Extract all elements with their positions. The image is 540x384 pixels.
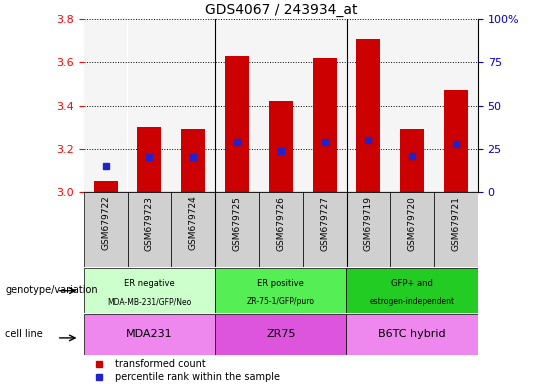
Bar <box>215 19 259 192</box>
Text: transformed count: transformed count <box>115 359 206 369</box>
FancyBboxPatch shape <box>215 192 259 267</box>
FancyBboxPatch shape <box>259 192 303 267</box>
Bar <box>356 39 381 192</box>
Text: GSM679725: GSM679725 <box>233 196 241 251</box>
Text: percentile rank within the sample: percentile rank within the sample <box>115 372 280 382</box>
Bar <box>347 19 390 192</box>
Text: MDA-MB-231/GFP/Neo: MDA-MB-231/GFP/Neo <box>107 297 192 306</box>
Text: ER negative: ER negative <box>124 279 175 288</box>
FancyBboxPatch shape <box>171 192 215 267</box>
FancyBboxPatch shape <box>347 314 478 355</box>
FancyBboxPatch shape <box>215 268 347 313</box>
Text: ER positive: ER positive <box>258 279 304 288</box>
Bar <box>303 19 347 192</box>
Text: GSM679722: GSM679722 <box>101 196 110 250</box>
Bar <box>259 19 303 192</box>
Text: GSM679727: GSM679727 <box>320 196 329 251</box>
FancyBboxPatch shape <box>434 192 478 267</box>
Text: MDA231: MDA231 <box>126 329 173 339</box>
Text: GSM679719: GSM679719 <box>364 196 373 251</box>
Text: GSM679721: GSM679721 <box>451 196 461 251</box>
Text: GSM679726: GSM679726 <box>276 196 285 251</box>
Text: cell line: cell line <box>5 329 43 339</box>
Bar <box>313 58 336 192</box>
FancyBboxPatch shape <box>390 192 434 267</box>
FancyBboxPatch shape <box>215 314 347 355</box>
Bar <box>390 19 434 192</box>
Text: GSM679723: GSM679723 <box>145 196 154 251</box>
Bar <box>444 91 468 192</box>
Text: B6TC hybrid: B6TC hybrid <box>379 329 446 339</box>
Bar <box>137 127 161 192</box>
FancyBboxPatch shape <box>347 268 478 313</box>
Title: GDS4067 / 243934_at: GDS4067 / 243934_at <box>205 3 357 17</box>
Bar <box>225 56 249 192</box>
Bar <box>93 181 118 192</box>
Text: genotype/variation: genotype/variation <box>5 285 98 295</box>
Text: GSM679720: GSM679720 <box>408 196 417 251</box>
FancyBboxPatch shape <box>347 192 390 267</box>
FancyBboxPatch shape <box>84 192 127 267</box>
Bar <box>181 129 205 192</box>
FancyBboxPatch shape <box>84 314 215 355</box>
Bar <box>84 19 127 192</box>
Text: GFP+ and: GFP+ and <box>392 279 433 288</box>
FancyBboxPatch shape <box>127 192 171 267</box>
Text: GSM679724: GSM679724 <box>188 196 198 250</box>
Text: ZR-75-1/GFP/puro: ZR-75-1/GFP/puro <box>247 297 315 306</box>
Bar <box>269 101 293 192</box>
Bar <box>127 19 171 192</box>
FancyBboxPatch shape <box>84 268 215 313</box>
FancyBboxPatch shape <box>303 192 347 267</box>
Text: ZR75: ZR75 <box>266 329 295 339</box>
Text: estrogen-independent: estrogen-independent <box>370 297 455 306</box>
Bar <box>400 129 424 192</box>
Bar <box>171 19 215 192</box>
Bar <box>434 19 478 192</box>
